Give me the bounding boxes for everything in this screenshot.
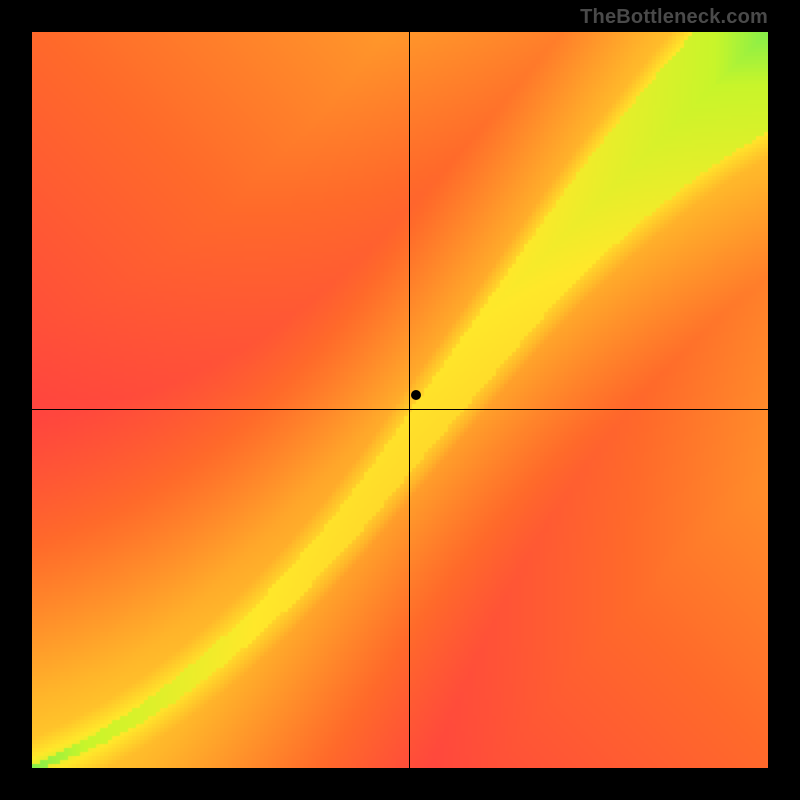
crosshair-horizontal [32, 409, 768, 410]
data-point-marker [411, 390, 421, 400]
crosshair-vertical [409, 32, 410, 768]
watermark-text: TheBottleneck.com [580, 6, 768, 29]
heatmap-plot [32, 32, 768, 768]
heatmap-canvas [32, 32, 768, 768]
